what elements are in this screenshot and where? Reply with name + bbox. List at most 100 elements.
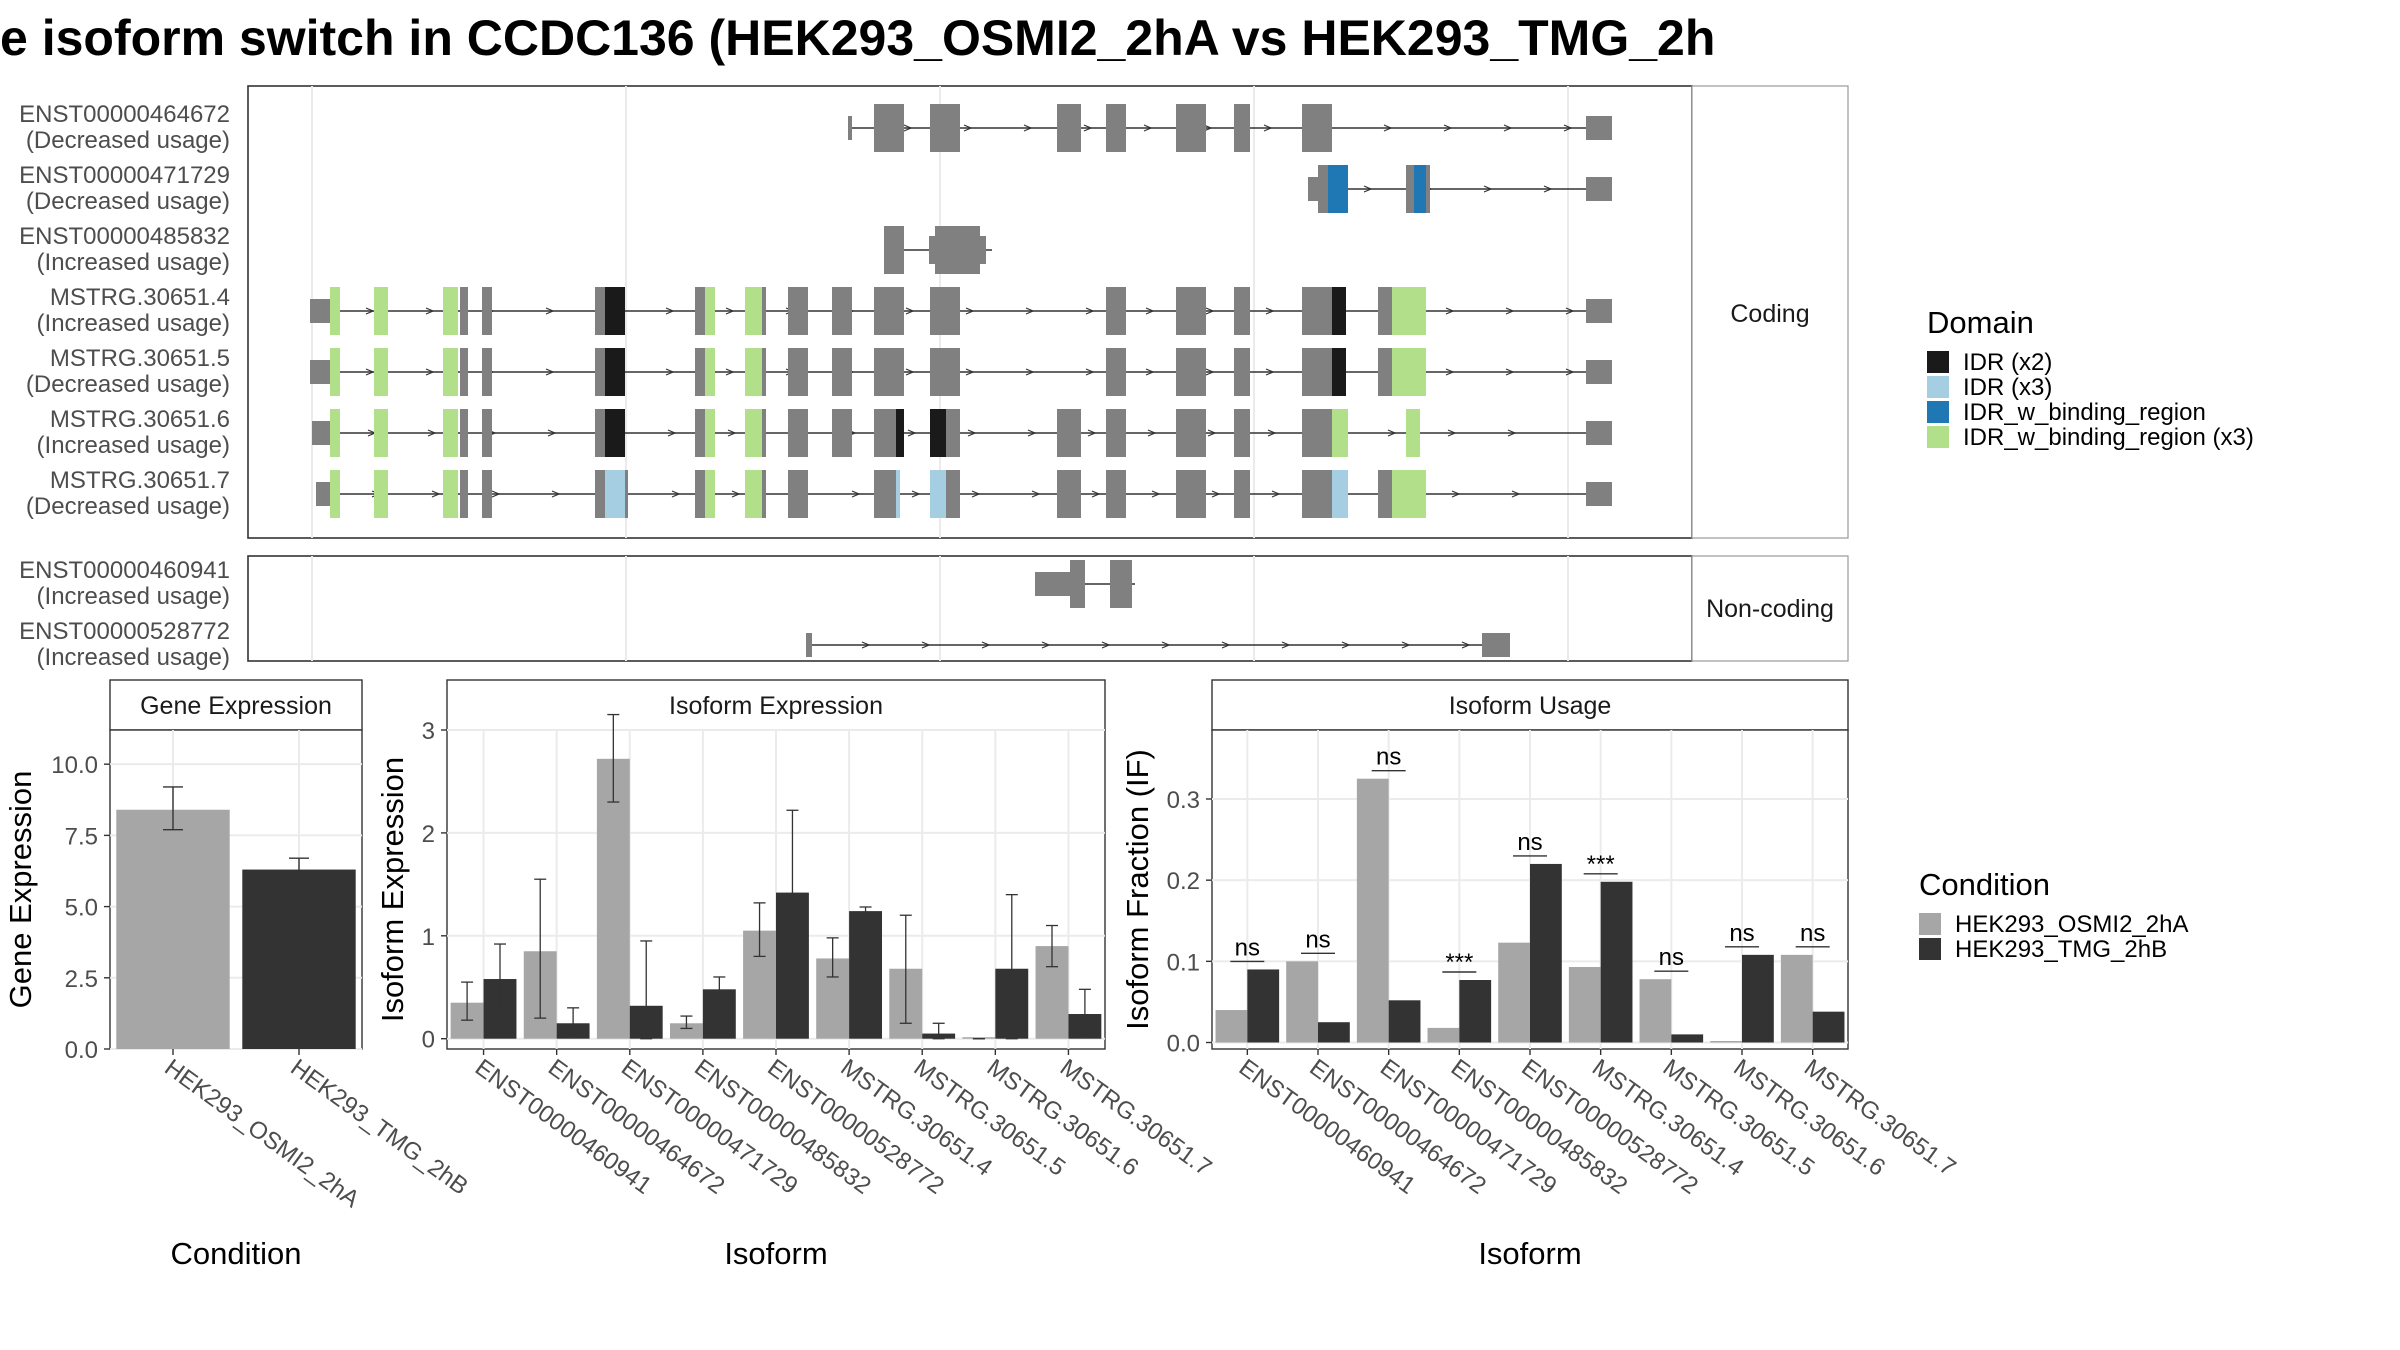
exon (1106, 348, 1126, 396)
exon (625, 470, 628, 518)
exon (1106, 104, 1126, 152)
bar (1247, 969, 1280, 1043)
utr-exon (1482, 633, 1510, 657)
domain-idr-w-binding-region-x3 (705, 470, 715, 518)
transcript-id-label: ENST00000460941 (19, 557, 230, 584)
exon (930, 104, 960, 152)
intron-arrow (1101, 641, 1111, 649)
exon (1234, 470, 1250, 518)
intron-arrow (905, 307, 915, 315)
utr-exon (1586, 116, 1612, 140)
y-tick-label: 0.3 (1167, 787, 1200, 814)
intron-arrow (1443, 124, 1453, 132)
domain-idr-w-binding-region-x3 (374, 348, 388, 396)
intron-arrow (1205, 368, 1215, 376)
isoform-structure-plot: CodingNon-codingENST00000464672(Decrease… (19, 85, 1849, 671)
bar (1710, 1041, 1742, 1043)
domain-idr-w-binding-region-x3 (1392, 287, 1426, 335)
exon (1426, 165, 1430, 213)
exon (595, 409, 605, 457)
domain-legend-label: IDR (x2) (1963, 349, 2052, 376)
bar (1286, 961, 1318, 1043)
utr-exon (1586, 360, 1612, 384)
exon (930, 287, 960, 335)
intron-arrow (967, 429, 977, 437)
utr-exon (310, 299, 330, 323)
domain-idr-x2 (896, 409, 904, 457)
exon (762, 409, 766, 457)
significance-label: ns (1235, 934, 1260, 961)
intron-arrow (427, 429, 437, 437)
intron-arrow (1267, 429, 1277, 437)
exon (1406, 165, 1414, 213)
domain-legend-key (1927, 426, 1949, 448)
exon (1318, 165, 1328, 213)
intron-arrow (545, 307, 555, 315)
utr-exon (1586, 421, 1612, 445)
exon (595, 470, 605, 518)
intron-arrow (1383, 124, 1393, 132)
intron-arrow (671, 490, 681, 498)
chart-title: Gene Expression (140, 692, 332, 720)
domain-idr-x3 (896, 470, 900, 518)
domain-idr-w-binding-region-x3 (745, 287, 762, 335)
transcript-usage-label: (Decreased usage) (26, 127, 230, 154)
y-axis-title: Gene Expression (3, 771, 38, 1009)
exon (460, 409, 468, 457)
intron-arrow (851, 490, 861, 498)
domain-idr-w-binding-region-x3 (330, 409, 340, 457)
bar (1498, 942, 1530, 1043)
intron-arrow (1461, 641, 1471, 649)
intron-arrow (1445, 368, 1455, 376)
exon (1234, 287, 1250, 335)
exon (1057, 104, 1081, 152)
exon (595, 348, 605, 396)
intron-arrow (1451, 490, 1461, 498)
condition-legend-label: HEK293_OSMI2_2hA (1955, 911, 2188, 938)
y-tick-label: 5.0 (65, 895, 98, 922)
exon (1110, 560, 1132, 608)
intron-arrow (1341, 641, 1351, 649)
exon (1378, 287, 1392, 335)
exon (1302, 409, 1332, 457)
utr-exon (848, 116, 852, 140)
intron-arrow (1507, 429, 1517, 437)
exon (595, 287, 605, 335)
domain-idr-w-binding-region-x3 (1332, 409, 1348, 457)
transcript-id-label: ENST00000485832 (19, 223, 230, 250)
domain-idr-x2 (605, 409, 625, 457)
intron-arrow (1565, 307, 1575, 315)
exon (460, 287, 468, 335)
x-axis-title: Isoform (724, 1236, 827, 1271)
significance-label: ns (1376, 744, 1401, 771)
exon (695, 409, 705, 457)
utr-exon (1035, 572, 1070, 596)
chart-title: Isoform Expression (669, 692, 883, 720)
exon (1106, 409, 1126, 457)
domain-idr-w-binding-region-x3 (443, 470, 458, 518)
domain-legend-label: IDR (x3) (1963, 374, 2052, 401)
intron-arrow (1363, 185, 1373, 193)
exon (695, 287, 705, 335)
significance-label: ns (1800, 920, 1825, 947)
bar (1780, 954, 1813, 1043)
intron-arrow (425, 368, 435, 376)
domain-idr-x2 (605, 287, 625, 335)
domain-idr-w-binding-region-x3 (374, 409, 388, 457)
intron-arrow (1263, 124, 1273, 132)
intron-arrow (1401, 641, 1411, 649)
utr-exon (1586, 177, 1612, 201)
domain-idr-w-binding-region-x3 (443, 409, 458, 457)
noncoding-strip-label: Non-coding (1706, 595, 1834, 623)
domain-idr-w-binding-region-x3 (745, 348, 762, 396)
utr-exon (1586, 299, 1612, 323)
exon (1176, 409, 1206, 457)
intron-arrow (725, 368, 735, 376)
transcript-usage-label: (Decreased usage) (26, 371, 230, 398)
intron-arrow (921, 641, 931, 649)
intron-arrow (545, 368, 555, 376)
intron-arrow (1143, 124, 1153, 132)
transcript-usage-label: (Decreased usage) (26, 493, 230, 520)
exon (1302, 104, 1332, 152)
bar (849, 911, 883, 1039)
